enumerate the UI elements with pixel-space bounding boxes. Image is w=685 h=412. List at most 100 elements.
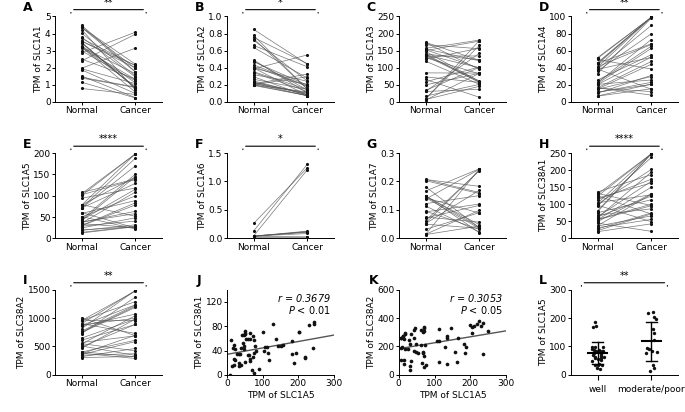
Point xyxy=(130,89,141,96)
Point xyxy=(248,80,259,87)
Point xyxy=(592,216,603,223)
Point xyxy=(130,84,141,91)
Point xyxy=(130,294,141,300)
Point xyxy=(130,332,141,339)
Point xyxy=(434,359,445,366)
Point xyxy=(592,93,603,99)
Y-axis label: TPM of SLC1A6: TPM of SLC1A6 xyxy=(198,162,207,229)
Point xyxy=(130,315,141,322)
Point xyxy=(592,59,603,66)
Point xyxy=(248,26,259,33)
Point xyxy=(411,341,422,347)
Point xyxy=(592,222,603,229)
Point xyxy=(248,68,259,75)
Point xyxy=(130,222,141,228)
Text: $P$ < 0.01: $P$ < 0.01 xyxy=(288,304,331,316)
Point xyxy=(419,352,429,359)
Point xyxy=(651,349,662,356)
Point xyxy=(592,216,603,223)
Point xyxy=(467,330,478,337)
Point xyxy=(476,323,487,329)
Point xyxy=(76,192,87,198)
Point xyxy=(130,171,141,178)
Point xyxy=(248,79,259,85)
Point xyxy=(592,213,603,220)
Point xyxy=(646,22,657,29)
Point xyxy=(248,233,259,240)
Point xyxy=(420,183,431,190)
Point xyxy=(130,76,141,82)
Point xyxy=(596,348,607,355)
Point xyxy=(646,176,657,183)
Point xyxy=(229,346,240,352)
Point xyxy=(76,66,87,72)
Point xyxy=(646,14,657,21)
Point xyxy=(592,81,603,88)
Point xyxy=(420,45,431,52)
Point xyxy=(248,73,259,80)
Point xyxy=(130,199,141,206)
Point xyxy=(646,211,657,217)
Point xyxy=(302,61,313,67)
Point xyxy=(474,201,485,207)
Point xyxy=(76,353,87,360)
Point xyxy=(467,323,478,330)
Point xyxy=(76,73,87,79)
Point xyxy=(224,372,235,378)
Point xyxy=(474,38,485,44)
Point xyxy=(474,64,485,71)
Point xyxy=(420,231,431,238)
Point xyxy=(420,40,431,46)
Point xyxy=(590,353,601,360)
Point xyxy=(410,325,421,332)
Point xyxy=(245,335,256,342)
Point xyxy=(408,327,419,333)
Point xyxy=(76,44,87,50)
Point xyxy=(130,29,141,35)
Point xyxy=(130,287,141,294)
Point xyxy=(130,45,141,52)
Point xyxy=(302,164,313,171)
Point xyxy=(302,83,313,90)
Point xyxy=(130,68,141,75)
Text: $P$ < 0.05: $P$ < 0.05 xyxy=(460,304,503,316)
Point xyxy=(248,233,259,239)
Point xyxy=(420,88,431,95)
Point xyxy=(130,332,141,339)
Point xyxy=(302,86,313,93)
Point xyxy=(420,41,431,48)
Point xyxy=(267,321,278,328)
Point xyxy=(130,70,141,77)
Point xyxy=(227,345,238,351)
Point xyxy=(130,69,141,75)
Point xyxy=(130,350,141,357)
Point xyxy=(399,336,410,343)
Point xyxy=(595,357,606,363)
Point xyxy=(130,65,141,72)
Point xyxy=(420,48,431,55)
Point xyxy=(592,226,603,232)
Point xyxy=(592,227,603,234)
Point xyxy=(248,354,259,360)
Point xyxy=(76,345,87,351)
Point xyxy=(420,96,431,102)
Y-axis label: TPM of SLC1A5: TPM of SLC1A5 xyxy=(23,162,32,229)
Point xyxy=(647,348,658,355)
Point xyxy=(646,206,657,212)
Point xyxy=(248,35,259,42)
Point xyxy=(417,349,428,356)
Point xyxy=(474,192,485,199)
Point xyxy=(645,368,656,374)
Point xyxy=(421,362,432,368)
Point xyxy=(420,46,431,52)
Point xyxy=(420,221,431,227)
Point xyxy=(130,225,141,231)
Point xyxy=(308,318,319,325)
Point xyxy=(226,337,237,343)
Point xyxy=(460,349,471,356)
Point xyxy=(472,321,483,328)
Point xyxy=(408,335,419,342)
Point xyxy=(240,331,251,337)
Point xyxy=(270,336,281,343)
Point xyxy=(130,223,141,229)
